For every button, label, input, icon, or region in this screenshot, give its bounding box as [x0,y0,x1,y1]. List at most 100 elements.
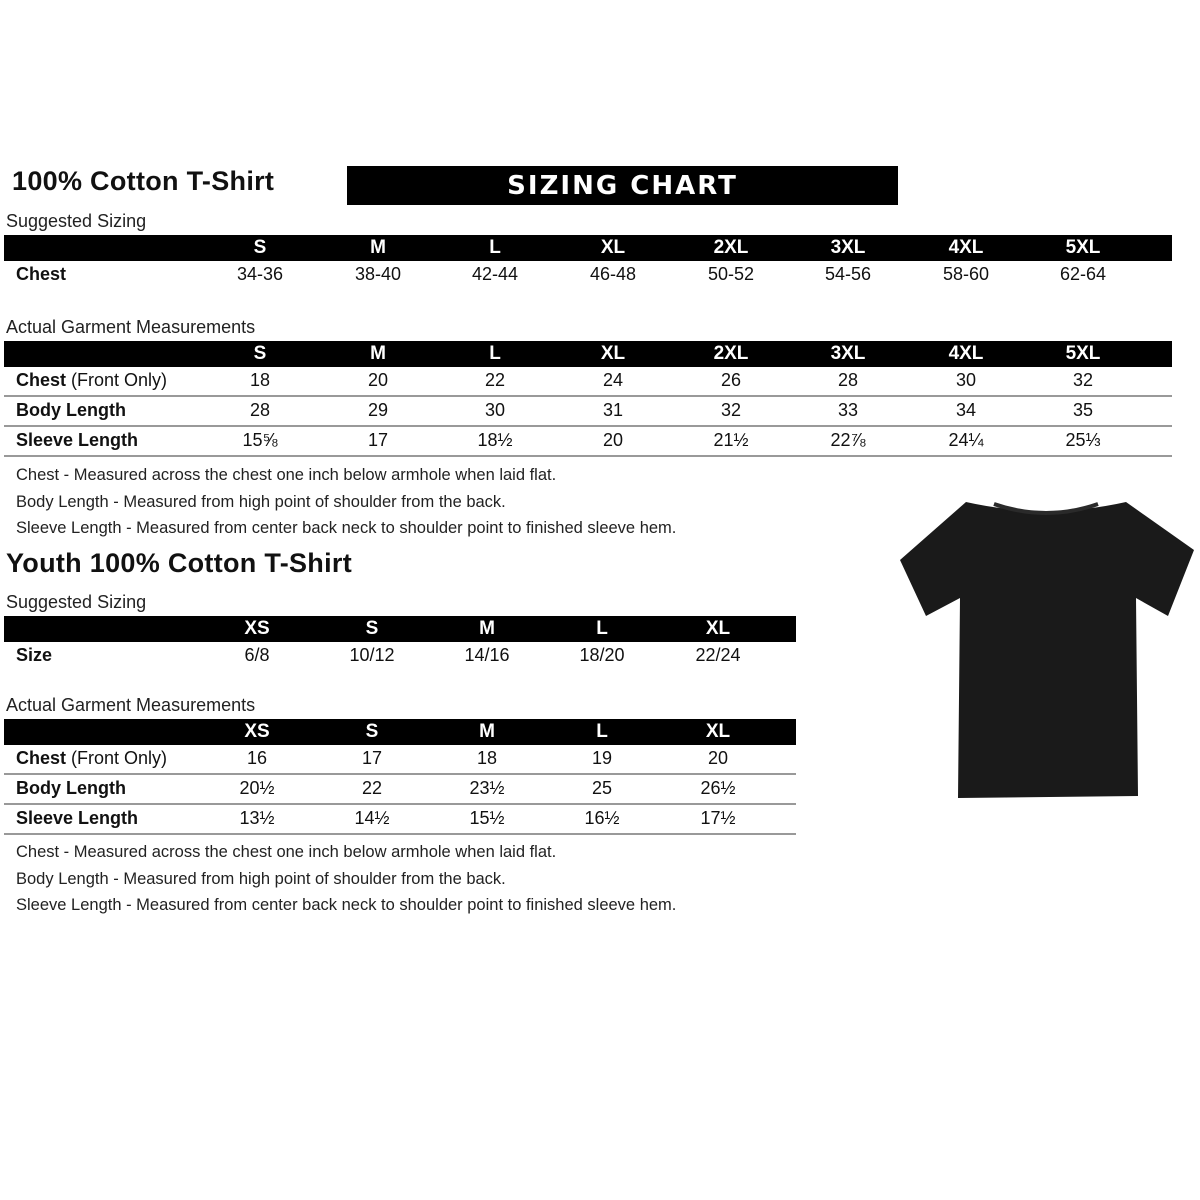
adult-title: 100% Cotton T-Shirt [12,166,275,196]
table-cell: 50-52 [707,264,755,284]
table-cell: 22 [361,778,383,798]
row-label-text: Chest [16,264,67,284]
row-label: Sleeve Length [16,427,138,453]
table-cell: 19 [591,748,613,768]
table-cell: 15½ [469,808,505,828]
table-row: Chest (Front Only) 16 17 18 19 20 [4,745,796,775]
size-header-2xl: 2XL [713,237,749,258]
table-row: Sleeve Length 13½ 14½ 15½ 16½ 17½ [4,805,796,835]
table-cell: 20 [602,430,624,450]
table-cell: 14/16 [464,645,510,665]
table-cell: 24¼ [948,430,984,450]
table-cell: 26 [720,370,742,390]
size-header-m: M [479,721,495,742]
table-cell: 32 [720,400,742,420]
sizing-chart-banner: SIZING CHART [347,166,898,205]
size-header-l: L [596,618,608,639]
table-cell: 20 [367,370,389,390]
table-cell: 46-48 [589,264,637,284]
size-header-xl: XL [705,618,731,639]
adult-actual-label: Actual Garment Measurements [6,317,256,337]
table-cell: 62-64 [1059,264,1107,284]
youth-actual-label: Actual Garment Measurements [6,695,256,715]
size-header-xl: XL [600,237,626,258]
size-header-row: XS S M L XL [4,719,796,745]
measurement-note: Chest - Measured across the chest one in… [16,843,557,861]
table-row: Size 6/8 10/12 14/16 18/20 22/24 [4,642,796,670]
size-header-m: M [370,343,386,364]
row-label-text: Sleeve Length [16,430,139,450]
table-cell: 17 [367,430,389,450]
measurement-note: Sleeve Length - Measured from center bac… [16,896,677,914]
youth-title: Youth 100% Cotton T-Shirt [6,548,352,578]
table-cell: 6/8 [244,645,270,665]
table-cell: 17½ [700,808,736,828]
table-cell: 26½ [700,778,736,798]
adult-suggested-table: S M L XL 2XL 3XL 4XL 5XL Chest 34-36 38-40 42-44 46-… [4,235,1172,289]
size-header-3xl: 3XL [830,237,866,258]
size-header-l: L [489,343,501,364]
table-cell: 58-60 [942,264,990,284]
table-cell: 30 [955,370,977,390]
size-header-4xl: 4XL [948,237,984,258]
table-cell: 10/12 [349,645,395,665]
tshirt-image [900,502,1194,798]
tshirt-shape [900,502,1194,798]
table-cell: 21½ [713,430,749,450]
size-header-5xl: 5XL [1065,343,1101,364]
size-header-xs: XS [244,721,270,742]
size-header-s: S [365,721,379,742]
table-cell: 32 [1072,370,1094,390]
size-header-row: XS S M L XL [4,616,796,642]
size-header-5xl: 5XL [1065,237,1101,258]
table-cell: 13½ [239,808,275,828]
table-cell: 28 [249,400,271,420]
table-cell: 34 [955,400,977,420]
table-row: Chest 34-36 38-40 42-44 46-48 50-52 54-56 58-60… [4,261,1172,289]
table-row: Body Length 20½ 22 23½ 25 26½ [4,775,796,805]
table-cell: 54-56 [824,264,872,284]
size-header-s: S [253,237,267,258]
row-label-extra: (Front Only) [66,748,168,768]
table-cell: 20½ [239,778,275,798]
measurement-note: Body Length - Measured from high point o… [16,869,506,888]
size-header-s: S [365,618,379,639]
measurement-note: Sleeve Length - Measured from center bac… [16,519,677,537]
table-cell: 18½ [477,430,513,450]
table-cell: 16 [246,748,268,768]
row-label: Body Length [16,397,126,423]
table-cell: 25⅓ [1065,430,1101,450]
adult-actual-table: S M L XL 2XL 3XL 4XL 5XL Chest (Front Only) 18 20 2… [4,341,1172,457]
size-header-2xl: 2XL [713,343,749,364]
size-header-s: S [253,343,267,364]
table-cell: 25 [591,778,613,798]
row-label-text: Chest [16,748,67,768]
table-row: Chest (Front Only) 18 20 22 24 26 28 30 32 [4,367,1172,397]
table-cell: 22 [484,370,506,390]
table-cell: 17 [361,748,383,768]
measurement-note: Body Length - Measured from high point o… [16,492,506,511]
table-cell: 20 [707,748,729,768]
table-cell: 38-40 [354,264,402,284]
table-cell: 18/20 [579,645,625,665]
youth-actual-table: XS S M L XL Chest (Front Only) 16 17 18 19 20 Body … [4,719,796,835]
row-label: Body Length [16,775,126,801]
row-label: Chest (Front Only) [16,745,167,771]
row-label-extra: (Front Only) [66,370,168,390]
table-cell: 18 [249,370,271,390]
row-label: Sleeve Length [16,805,138,831]
table-cell: 42-44 [471,264,519,284]
size-header-m: M [370,237,386,258]
row-label: Chest [16,261,66,287]
table-cell: 22⅞ [830,430,866,450]
youth-suggested-label: Suggested Sizing [6,592,147,612]
table-cell: 31 [602,400,624,420]
table-cell: 28 [837,370,859,390]
table-cell: 18 [476,748,498,768]
size-header-xs: XS [244,618,270,639]
row-label-text: Body Length [16,400,126,420]
size-header-row: S M L XL 2XL 3XL 4XL 5XL [4,341,1172,367]
table-row: Sleeve Length 15⅝ 17 18½ 20 21½ 22⅞ 24¼ 25⅓ [4,427,1172,457]
row-label-text: Body Length [16,778,126,798]
